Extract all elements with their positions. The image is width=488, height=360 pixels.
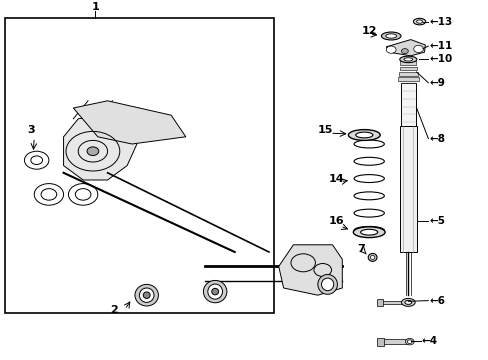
Ellipse shape <box>399 56 416 63</box>
Bar <box>398 72 417 76</box>
Circle shape <box>413 45 423 53</box>
Ellipse shape <box>203 280 226 303</box>
Ellipse shape <box>143 292 150 298</box>
Bar <box>399 67 416 70</box>
Polygon shape <box>386 40 425 56</box>
Bar <box>376 338 384 346</box>
Ellipse shape <box>321 278 333 291</box>
Circle shape <box>87 147 99 156</box>
Polygon shape <box>278 245 342 295</box>
Text: ←11: ←11 <box>428 41 452 51</box>
Text: ←8: ←8 <box>428 134 445 144</box>
Ellipse shape <box>355 132 372 138</box>
Ellipse shape <box>317 275 337 294</box>
Text: ←4: ←4 <box>421 336 437 346</box>
Bar <box>399 126 416 252</box>
Text: 15: 15 <box>317 125 332 135</box>
Bar <box>397 77 418 81</box>
Ellipse shape <box>403 58 412 61</box>
Ellipse shape <box>405 338 413 345</box>
Text: 14: 14 <box>328 174 344 184</box>
Bar <box>378 339 407 344</box>
Text: 12: 12 <box>361 26 377 36</box>
Text: 1: 1 <box>91 2 99 12</box>
Text: ←13: ←13 <box>428 17 452 27</box>
Text: ←5: ←5 <box>428 216 445 226</box>
Text: 16: 16 <box>328 216 344 226</box>
Ellipse shape <box>401 298 414 306</box>
Bar <box>5 18 273 313</box>
Ellipse shape <box>381 32 400 40</box>
Ellipse shape <box>367 253 376 261</box>
Ellipse shape <box>412 18 425 25</box>
Text: 2: 2 <box>110 305 118 315</box>
Ellipse shape <box>207 284 222 299</box>
Circle shape <box>386 46 395 53</box>
Text: ←6: ←6 <box>428 296 445 306</box>
Ellipse shape <box>385 34 396 38</box>
Text: ←10: ←10 <box>428 54 452 64</box>
Polygon shape <box>63 115 137 180</box>
Circle shape <box>401 49 407 54</box>
Ellipse shape <box>404 300 411 305</box>
Ellipse shape <box>135 284 158 306</box>
Text: 7: 7 <box>356 244 364 254</box>
Ellipse shape <box>416 20 422 23</box>
Ellipse shape <box>370 256 374 259</box>
Ellipse shape <box>139 288 154 302</box>
Ellipse shape <box>347 130 380 140</box>
Bar <box>378 301 405 304</box>
Text: ←9: ←9 <box>428 78 444 88</box>
Text: 3: 3 <box>27 125 35 135</box>
Bar <box>376 299 383 306</box>
Bar <box>400 61 415 65</box>
Polygon shape <box>73 101 185 144</box>
Ellipse shape <box>407 340 411 343</box>
Ellipse shape <box>360 229 377 235</box>
Ellipse shape <box>211 288 218 295</box>
Bar <box>400 83 415 126</box>
Ellipse shape <box>402 300 410 305</box>
Ellipse shape <box>352 227 384 238</box>
